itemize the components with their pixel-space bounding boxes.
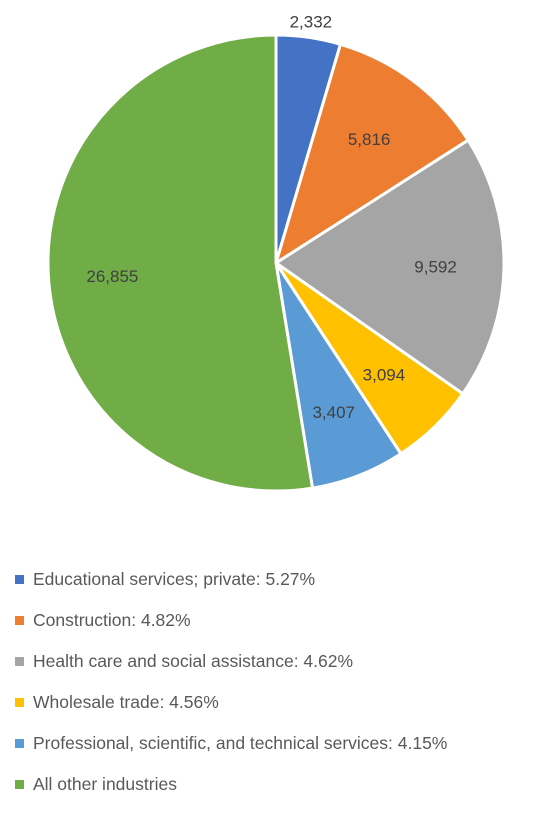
legend-label: Wholesale trade: 4.56% (33, 691, 219, 712)
legend-swatch (15, 697, 24, 707)
pie-data-labels: 2,332 5,816 9,592 3,094 3,407 26,855 (86, 13, 456, 422)
legend-item-wholesale-trade: Wholesale trade: 4.56% (15, 691, 550, 713)
data-label-health-care-and-social-assistance: 9,592 (414, 257, 457, 276)
legend-item-health-care-and-social-assistance: Health care and social assistance: 4.62% (15, 650, 550, 672)
data-label-educational-services-private: 2,332 (290, 13, 333, 32)
legend-item-educational-services-private: Educational services; private: 5.27% (15, 568, 550, 590)
legend-swatch (15, 656, 24, 666)
legend-swatch (15, 779, 24, 789)
data-label-construction: 5,816 (348, 130, 391, 149)
legend-label: Professional, scientific, and technical … (33, 732, 448, 753)
chart-legend: Educational services; private: 5.27% Cons… (15, 568, 550, 814)
legend-label: All other industries (33, 773, 177, 794)
legend-swatch (15, 574, 24, 584)
legend-item-construction: Construction: 4.82% (15, 609, 550, 631)
pie-slices (46, 33, 506, 493)
pie-chart: 2,332 5,816 9,592 3,094 3,407 26,855 (46, 13, 506, 493)
legend-item-all-other-industries: All other industries (15, 773, 550, 795)
data-label-professional-scientific-and-technical-services: 3,407 (312, 403, 355, 422)
data-label-all-other-industries: 26,855 (86, 267, 138, 286)
legend-label: Construction: 4.82% (33, 609, 191, 630)
legend-label: Educational services; private: 5.27% (33, 568, 316, 589)
legend-swatch (15, 615, 24, 625)
legend-swatch (15, 738, 24, 748)
legend-label: Health care and social assistance: 4.62% (33, 650, 354, 671)
pie-slice-all-other-industries (46, 33, 314, 493)
pie-slice-construction (274, 42, 470, 265)
data-label-wholesale-trade: 3,094 (363, 365, 406, 384)
pie-slice-health-care-and-social-assistance (274, 138, 506, 396)
legend-item-professional-scientific-and-technical-services: Professional, scientific, and technical … (15, 732, 550, 754)
